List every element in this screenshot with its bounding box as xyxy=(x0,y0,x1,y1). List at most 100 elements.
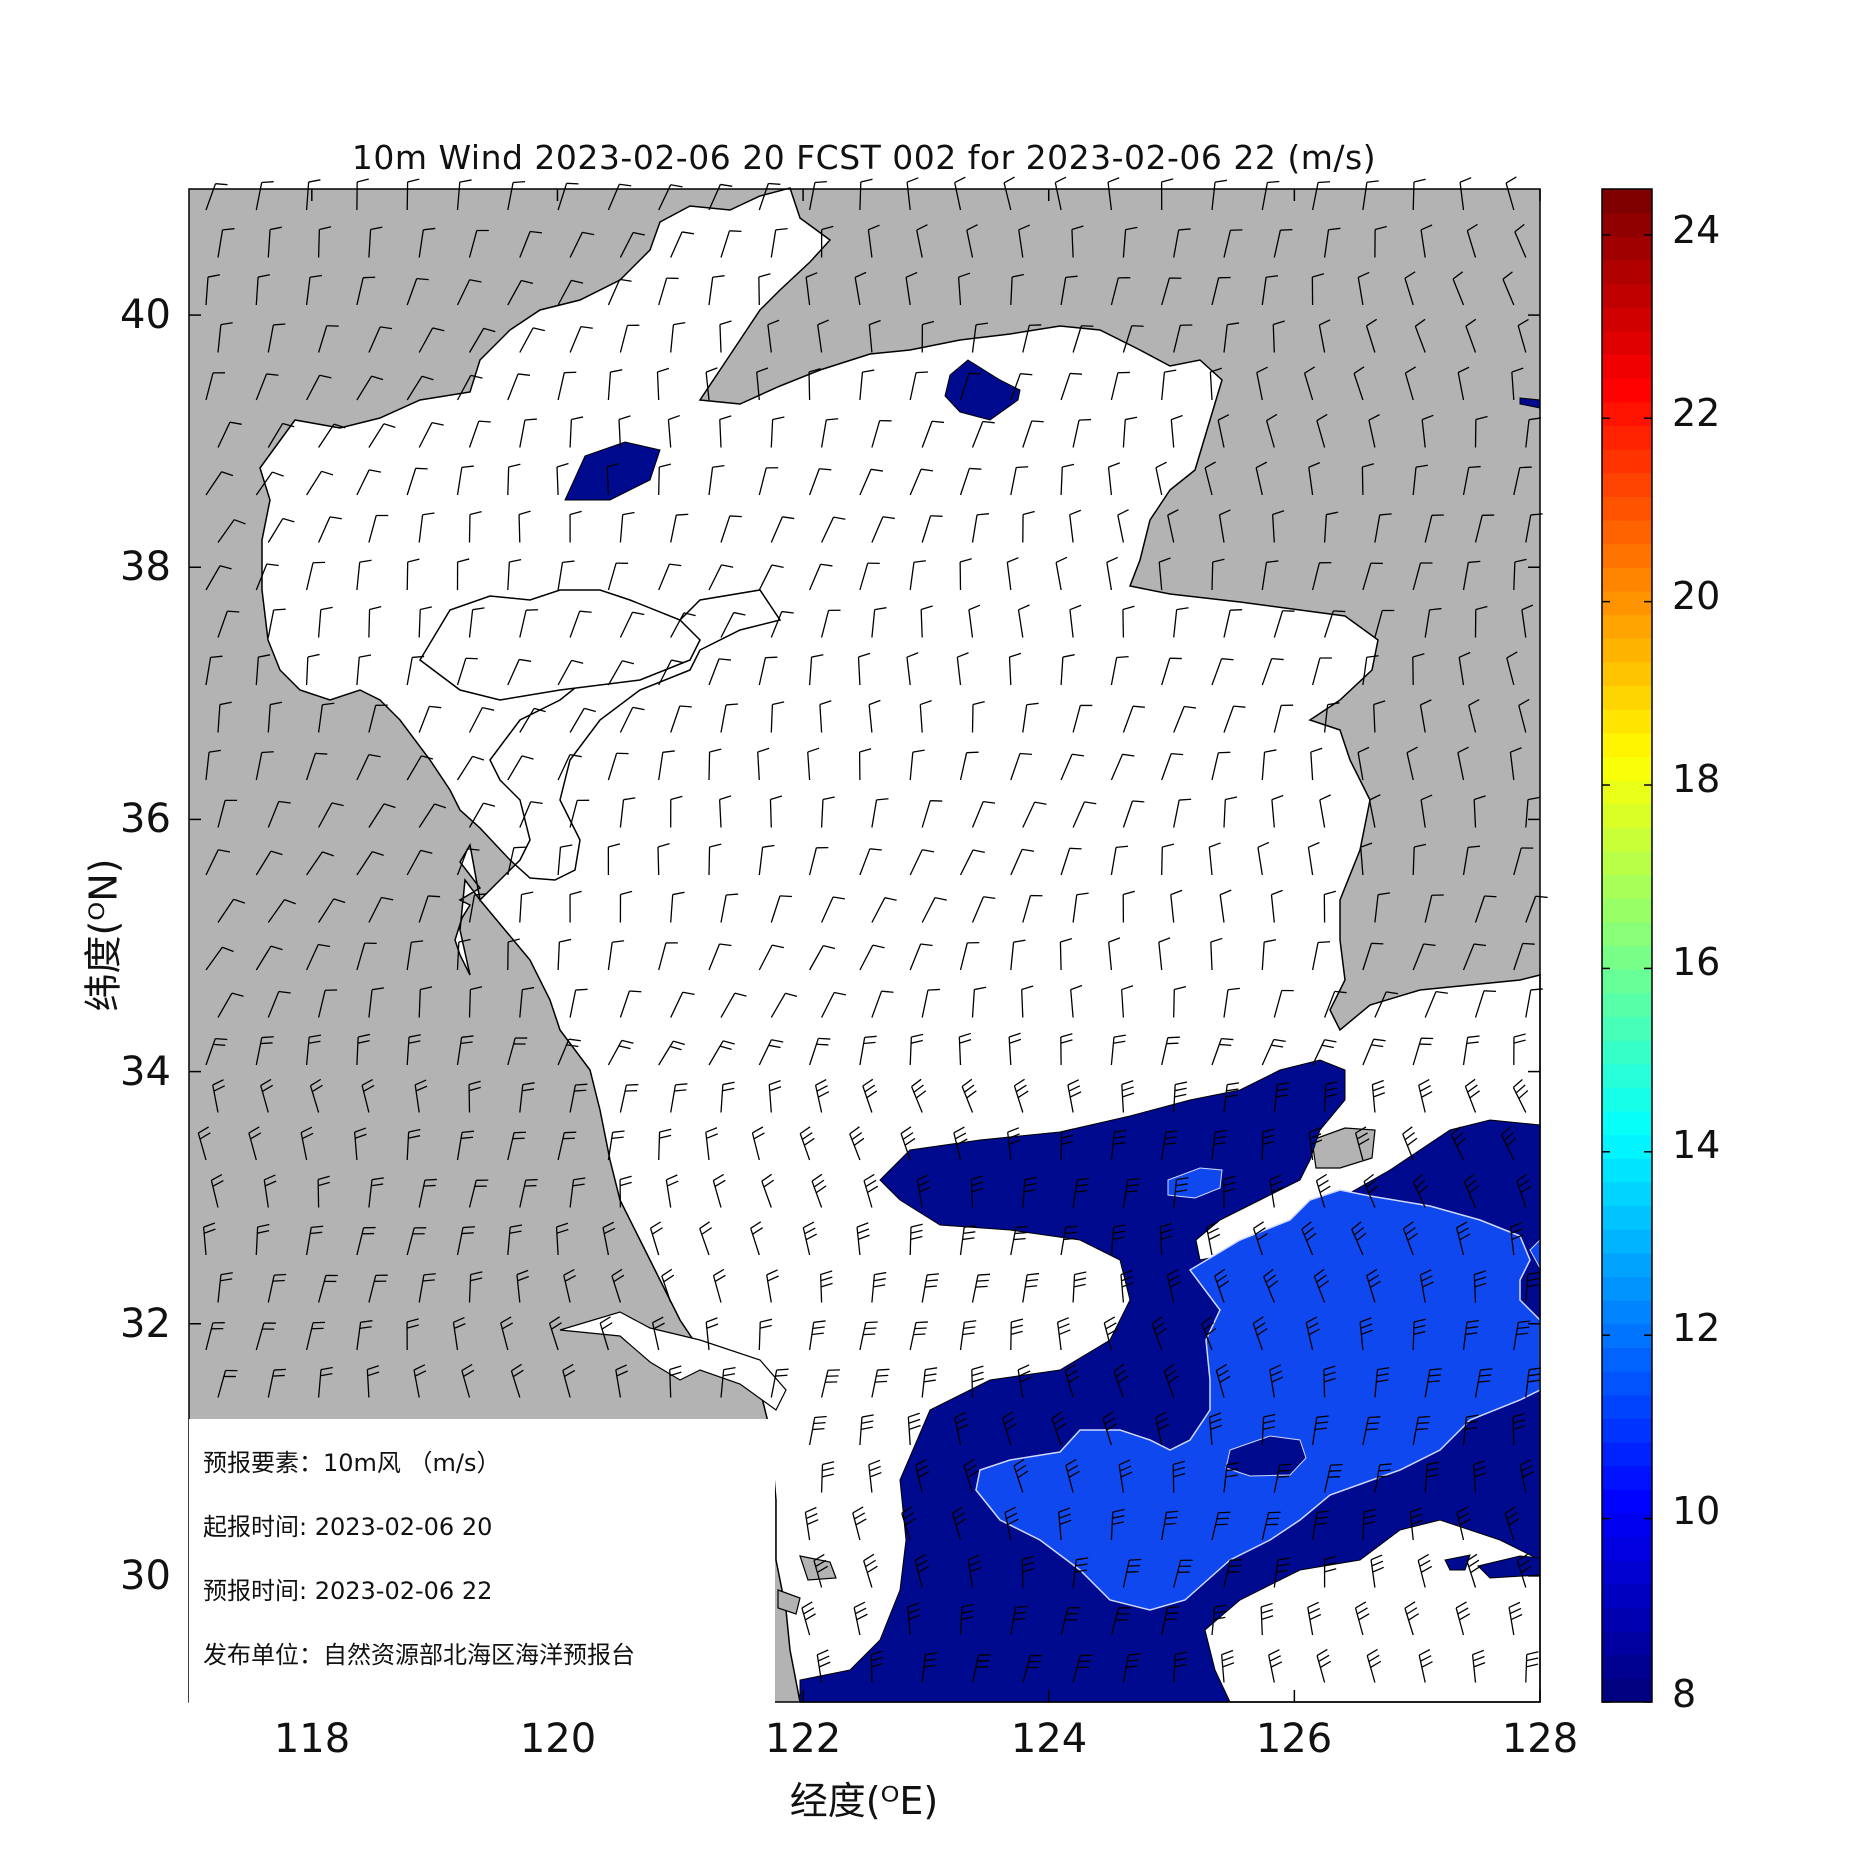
info-valid-time: 预报时间: 2023-02-06 22 xyxy=(203,1577,493,1605)
wind-barb xyxy=(1163,1363,1179,1398)
wind-barb xyxy=(1371,1079,1386,1113)
wind-barb xyxy=(468,706,495,733)
colorbar-segment xyxy=(1602,1536,1652,1561)
wind-barb xyxy=(1525,1651,1539,1683)
wind-barb xyxy=(1404,271,1416,306)
wind-barb xyxy=(901,1506,916,1541)
wind-barb xyxy=(1323,1555,1337,1588)
wind-barb xyxy=(1010,939,1026,971)
wind-barb xyxy=(1462,845,1481,876)
wind-barb xyxy=(1311,941,1331,971)
wind-barb xyxy=(758,944,785,971)
wind-barb xyxy=(1010,848,1035,876)
wind-barb xyxy=(418,421,444,448)
wind-barb xyxy=(456,755,485,781)
wind-barb xyxy=(1261,275,1279,306)
wind-barb xyxy=(968,604,981,638)
wind-barb xyxy=(871,897,897,923)
wind-barb xyxy=(909,1321,928,1351)
wind-barb xyxy=(356,375,384,401)
wind-barb xyxy=(1107,462,1120,496)
colorbar-segment xyxy=(1602,614,1652,639)
wind-barb xyxy=(868,319,881,353)
wind-barb xyxy=(619,890,633,923)
wind-barb xyxy=(1419,699,1432,733)
wind-barb xyxy=(1513,466,1532,496)
wind-barb xyxy=(507,558,522,591)
wind-barb xyxy=(217,898,246,923)
wind-barb xyxy=(804,1506,819,1541)
wind-barb xyxy=(1368,794,1381,828)
wind-barb xyxy=(1357,271,1370,306)
wind-barb xyxy=(1167,509,1179,543)
colorbar-tick-label: 10 xyxy=(1672,1489,1721,1533)
wind-barb xyxy=(456,657,478,686)
wind-barb xyxy=(217,421,242,448)
wind-barb xyxy=(456,374,483,401)
colorbar-segment xyxy=(1602,638,1652,663)
wind-barb xyxy=(1257,841,1270,876)
wind-barb xyxy=(708,748,722,781)
wind-barb xyxy=(1211,1604,1227,1636)
wind-barb xyxy=(1316,1648,1332,1683)
wind-barb xyxy=(556,462,569,496)
colorbar-segment xyxy=(1602,1512,1652,1538)
wind-barb xyxy=(871,990,894,1018)
wind-barb xyxy=(809,563,833,591)
x-tick-label: 118 xyxy=(273,1716,351,1762)
y-axis-label: 纬度(ᴼN) xyxy=(81,858,126,1012)
wind-barb xyxy=(255,1036,274,1066)
wind-barb xyxy=(1219,889,1232,923)
wind-barb xyxy=(1158,557,1171,591)
wind-barb xyxy=(507,180,526,211)
wind-barb xyxy=(1465,318,1477,353)
wind-barb xyxy=(820,1369,840,1398)
wind-barb xyxy=(1362,562,1383,591)
wind-barb xyxy=(1505,176,1517,211)
wind-barb xyxy=(909,749,925,781)
wind-barb xyxy=(1509,747,1522,781)
colorbar-segment xyxy=(1602,1489,1652,1514)
wind-barb xyxy=(963,1458,979,1493)
wind-barb xyxy=(309,1078,323,1113)
wind-barb xyxy=(907,1412,921,1446)
wind-barb xyxy=(1271,794,1284,828)
wind-barb xyxy=(356,1320,373,1351)
wind-barb xyxy=(607,369,623,401)
wind-barb xyxy=(1424,991,1448,1018)
wind-barb xyxy=(1215,1363,1231,1398)
wind-barb xyxy=(205,946,234,971)
wind-barb xyxy=(205,471,234,496)
wind-barb xyxy=(817,319,829,353)
wind-barb xyxy=(658,942,678,971)
wind-barb xyxy=(1072,801,1097,828)
wind-barb xyxy=(971,896,996,923)
wind-barb xyxy=(569,610,592,638)
colorbar-tick-label: 14 xyxy=(1672,1123,1721,1167)
wind-barb xyxy=(1374,1463,1392,1493)
wind-barb xyxy=(658,750,675,781)
wind-barb xyxy=(1160,178,1174,211)
wind-barb xyxy=(1374,1366,1390,1398)
wind-barb xyxy=(720,230,742,258)
wind-barb xyxy=(1022,702,1039,733)
wind-barb xyxy=(1273,1082,1290,1113)
wind-barb xyxy=(507,846,526,876)
wind-barb xyxy=(1313,1268,1329,1303)
wind-barb xyxy=(317,702,335,733)
wind-barb xyxy=(1110,277,1131,306)
wind-barb xyxy=(1273,1463,1292,1493)
wind-barb xyxy=(859,562,880,591)
wind-barb xyxy=(519,1178,538,1208)
wind-barb xyxy=(406,178,420,211)
colorbar-segment xyxy=(1602,567,1652,592)
wind-barb xyxy=(1173,798,1192,828)
wind-barb xyxy=(820,796,835,828)
wind-barb xyxy=(1409,1507,1424,1541)
wind-barb xyxy=(1366,1648,1382,1683)
wind-barb xyxy=(1412,653,1425,686)
wind-barb xyxy=(670,513,689,543)
wind-barb xyxy=(770,1368,789,1398)
wind-barb xyxy=(1223,609,1243,638)
